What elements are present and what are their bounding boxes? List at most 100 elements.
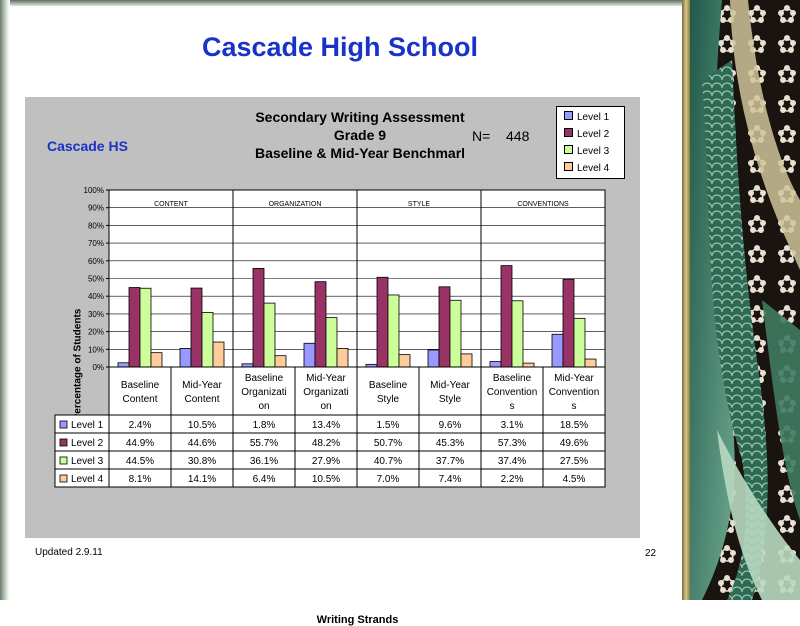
category-label: Baseline — [369, 380, 408, 391]
y-tick-label: 80% — [88, 221, 104, 230]
table-cell-value: 10.5% — [312, 474, 340, 485]
bar — [573, 317, 586, 368]
table-row-label: Level 1 — [71, 420, 104, 431]
bar — [522, 362, 535, 368]
table-cell-value: 6.4% — [253, 474, 276, 485]
table-cell-value: 2.2% — [501, 474, 524, 485]
bar — [449, 299, 462, 368]
bar — [376, 276, 389, 368]
table-cell-value: 48.2% — [312, 438, 340, 449]
category-label: on — [258, 401, 269, 412]
category-label: Mid-Year — [306, 373, 346, 384]
bar — [511, 300, 524, 368]
decorative-kimono-panel — [682, 0, 800, 600]
table-cell-value: 49.6% — [560, 438, 588, 449]
legend-label: Level 3 — [577, 146, 610, 157]
y-tick-label: 90% — [88, 204, 104, 213]
table-cell-value: 44.9% — [126, 438, 154, 449]
bar — [263, 302, 276, 368]
table-cell-value: 7.4% — [439, 474, 462, 485]
legend-label: Level 1 — [577, 112, 610, 123]
bar — [201, 312, 214, 368]
table-header-cell — [418, 366, 482, 416]
slide-title: Cascade High School — [201, 32, 479, 62]
bar — [117, 362, 130, 368]
category-label: Baseline — [493, 373, 532, 384]
bar — [190, 287, 203, 368]
category-label: Organizati — [241, 387, 287, 398]
category-label: Content — [184, 394, 219, 405]
category-label: Style — [377, 394, 400, 405]
bar — [314, 281, 327, 368]
category-label: s — [510, 401, 515, 412]
chart-legend: Level 1 Level 2 Level 3 Level 4 — [556, 106, 625, 179]
bar — [325, 317, 338, 368]
category-label: Mid-Year — [554, 373, 594, 384]
group-label: CONTENT — [154, 201, 189, 208]
table-legend-key — [59, 438, 68, 447]
y-tick-label: 0% — [92, 363, 104, 372]
bar — [303, 342, 316, 368]
chart-title-line-1: Secondary Writing Assessment — [255, 109, 465, 125]
y-tick-label: 10% — [88, 345, 104, 354]
table-cell-value: 30.8% — [188, 456, 216, 467]
school-label: Cascade HS — [47, 138, 128, 154]
category-label: Content — [122, 394, 157, 405]
legend-item-level-2: Level 2 — [564, 128, 609, 141]
table-cell-value: 7.0% — [377, 474, 400, 485]
bar — [139, 287, 152, 368]
bar — [500, 265, 513, 368]
bar — [212, 341, 225, 368]
decorative-pattern — [682, 0, 800, 600]
bar — [252, 268, 265, 368]
table-cell-value: 37.4% — [498, 456, 526, 467]
group-label: CONVENTIONS — [517, 201, 569, 208]
table-row-label: Level 2 — [71, 438, 104, 449]
chart-panel: Secondary Writing Assessment Grade 9 Bas… — [25, 97, 640, 626]
table-cell-value: 44.6% — [188, 438, 216, 449]
table-cell-value: 40.7% — [374, 456, 402, 467]
legend-item-level-1: Level 1 — [564, 111, 609, 124]
table-row-label: Level 4 — [71, 474, 104, 485]
y-tick-label: 70% — [88, 239, 104, 248]
bar — [336, 348, 349, 368]
category-label: s — [572, 401, 577, 412]
bar — [460, 353, 473, 368]
table-cell-value: 13.4% — [312, 420, 340, 431]
legend-label: Level 4 — [577, 163, 610, 174]
table-cell-value: 36.1% — [250, 456, 278, 467]
page-number: 22 — [645, 548, 657, 559]
y-tick-label: 20% — [88, 328, 104, 337]
x-axis-label: Writing Strands — [316, 614, 399, 626]
bar — [128, 287, 141, 368]
category-label: Baseline — [121, 380, 160, 391]
table-cell — [542, 468, 606, 488]
table-cell-value: 55.7% — [250, 438, 278, 449]
legend-swatch — [564, 128, 573, 137]
table-cell-value: 10.5% — [188, 420, 216, 431]
chart-plot: 0% 10% 20% 30% 40% 50% 60% 70% 80% 90% 100% CONTENT… — [54, 186, 606, 488]
y-tick-label: 60% — [88, 257, 104, 266]
category-label: on — [320, 401, 331, 412]
bar — [398, 354, 411, 368]
bar — [562, 278, 575, 368]
table-cell-value: 4.5% — [563, 474, 586, 485]
table-cell-value: 27.5% — [560, 456, 588, 467]
bar — [551, 333, 564, 368]
table-cell-value: 3.1% — [501, 420, 524, 431]
category-label: Baseline — [245, 373, 284, 384]
category-label: Organizati — [303, 387, 349, 398]
bar — [489, 361, 502, 368]
table-cell-value: 18.5% — [560, 420, 588, 431]
bar — [584, 358, 597, 368]
table-legend-key — [59, 420, 68, 429]
legend-label: Level 2 — [577, 129, 610, 140]
bar — [427, 349, 440, 368]
category-label: Style — [439, 394, 462, 405]
category-label: Mid-Year — [182, 380, 222, 391]
sample-size-value: 448 — [506, 128, 530, 144]
table-cell-value: 44.5% — [126, 456, 154, 467]
bar — [179, 348, 192, 368]
bar — [274, 355, 287, 368]
